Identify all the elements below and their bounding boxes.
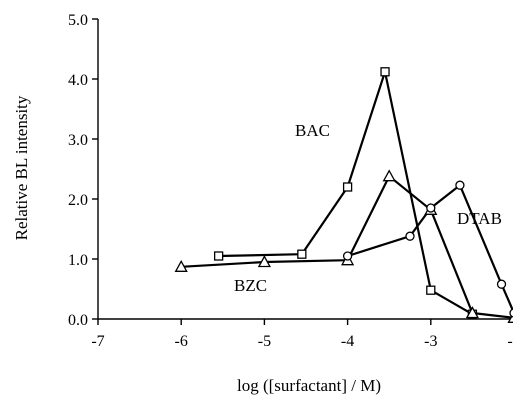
data-point-bac (342, 182, 353, 192)
series-labels: BAC BZC DTAB (234, 121, 502, 295)
y-tick-label: 0.0 (68, 312, 88, 329)
x-tick-label: -3 (424, 333, 437, 350)
series-line-bzc (181, 175, 513, 319)
data-point-bac (213, 251, 224, 261)
series-label-bzc: BZC (234, 276, 267, 295)
y-tick-label: 3.0 (68, 132, 88, 149)
data-point-bzc (465, 306, 479, 319)
series-label-bac: BAC (295, 121, 330, 140)
data-point-bac (426, 285, 436, 295)
data-point-bzc (257, 255, 271, 268)
data-point-dtab (426, 203, 436, 213)
x-tick-label: -2 (507, 333, 513, 350)
data-point-bac (297, 249, 307, 259)
data-point-bac (380, 67, 390, 77)
x-axis-title: log ([surfactant] / M) (237, 376, 381, 395)
x-tick-label: -6 (175, 333, 188, 350)
x-tick-label: -5 (258, 333, 271, 350)
y-tick-label: 1.0 (68, 252, 88, 269)
y-tick-label: 5.0 (68, 12, 88, 29)
y-tick-label: 2.0 (68, 192, 88, 209)
data-point-dtab (405, 231, 415, 241)
axes: 0.0 1.0 2.0 3.0 4.0 5.0 -7 -6 -5 -4 -3 -2 (68, 12, 513, 350)
y-axis-title: Relative BL intensity (12, 95, 31, 240)
series-markers (174, 67, 513, 323)
data-point-bzc (382, 169, 396, 182)
series-line-bac (218, 70, 473, 316)
data-point-bzc (174, 259, 188, 272)
x-tick-label: -7 (91, 333, 104, 350)
data-point-dtab (342, 251, 353, 261)
x-tick-label: -4 (341, 333, 354, 350)
series-label-dtab: DTAB (457, 209, 502, 228)
data-point-dtab (455, 180, 465, 190)
series-line-dtab (347, 184, 513, 314)
series-lines (181, 70, 513, 319)
y-tick-label: 4.0 (68, 72, 88, 89)
data-point-dtab (509, 308, 513, 318)
data-point-dtab (496, 279, 507, 289)
